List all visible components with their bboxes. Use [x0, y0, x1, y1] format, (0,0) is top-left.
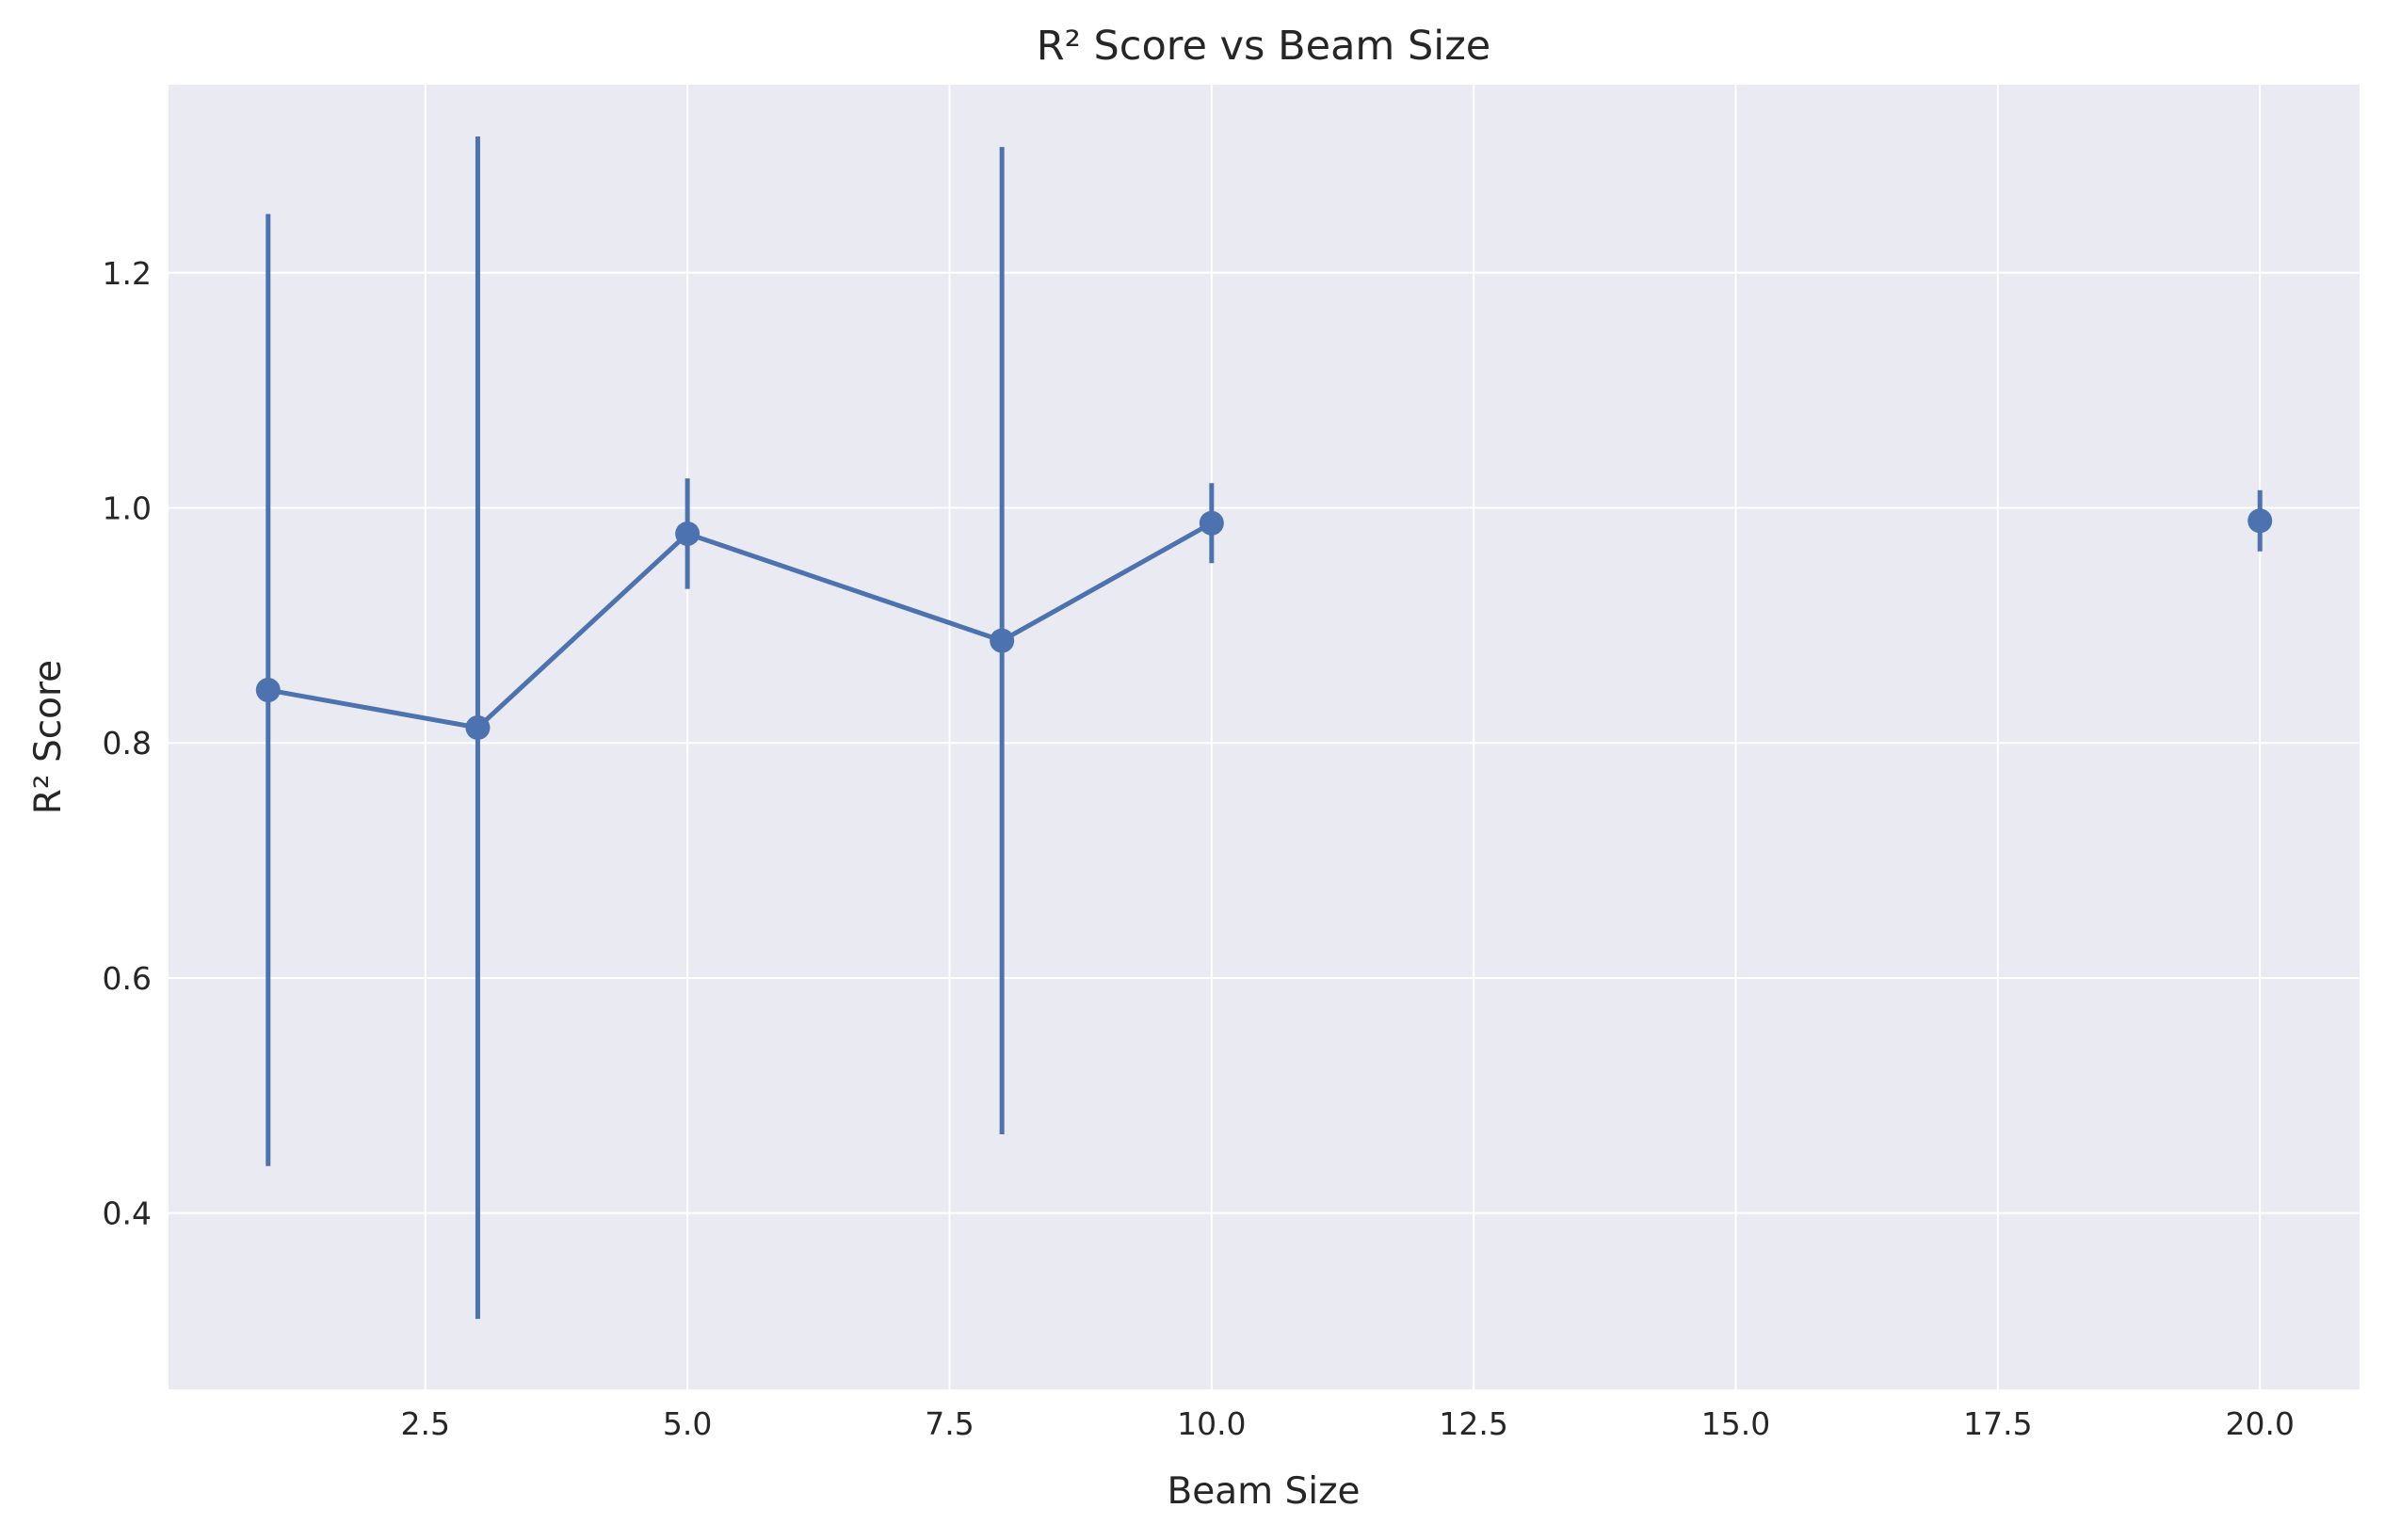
- x-tick-label: 5.0: [663, 1405, 712, 1442]
- x-tick-label: 7.5: [925, 1405, 974, 1442]
- x-axis-ticks: 2.5 5.0 7.5 10.0 12.5 15.0 17.5 20.0: [401, 1405, 2295, 1442]
- y-tick-label: 0.6: [103, 960, 152, 997]
- x-tick-label: 20.0: [2225, 1405, 2294, 1442]
- data-point: [255, 678, 281, 703]
- y-axis-label: R² Score: [27, 660, 70, 814]
- data-point: [465, 715, 491, 741]
- y-tick-label: 0.8: [103, 725, 152, 762]
- data-marks: [255, 136, 2273, 1320]
- x-tick-label: 2.5: [401, 1405, 450, 1442]
- data-point: [2247, 508, 2273, 534]
- data-point: [990, 628, 1015, 653]
- y-tick-label: 1.0: [103, 490, 152, 527]
- x-tick-label: 15.0: [1701, 1405, 1770, 1442]
- grid: [169, 85, 2360, 1389]
- x-tick-label: 10.0: [1177, 1405, 1246, 1442]
- x-axis-label: Beam Size: [1167, 1470, 1360, 1513]
- data-point: [675, 521, 701, 546]
- plot-area: [169, 85, 2360, 1389]
- x-tick-label: 12.5: [1439, 1405, 1507, 1442]
- x-tick-label: 17.5: [1963, 1405, 2032, 1442]
- data-point: [1199, 510, 1224, 536]
- y-tick-label: 1.2: [103, 255, 152, 292]
- y-axis-ticks: 0.4 0.6 0.8 1.0 1.2: [103, 255, 152, 1232]
- y-tick-label: 0.4: [103, 1195, 152, 1232]
- chart-title: R² Score vs Beam Size: [1037, 23, 1491, 70]
